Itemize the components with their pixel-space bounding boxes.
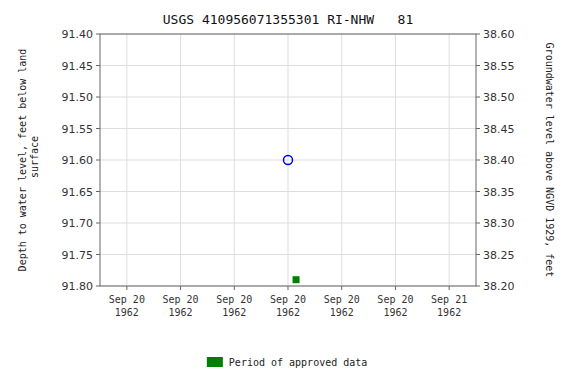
y-tick — [96, 97, 100, 98]
x-tick-label: Sep 20 1962 — [270, 294, 306, 318]
legend-label: Period of approved data — [229, 357, 367, 368]
page: {"chart_data": { "type": "scatter", "tit… — [0, 0, 576, 384]
y-tick — [96, 65, 100, 66]
x-tick-label-line: 1962 — [437, 307, 461, 318]
x-tick-label-line: Sep 20 — [270, 294, 306, 305]
x-tick-label: Sep 20 1962 — [377, 294, 413, 318]
x-tick-label: Sep 20 1962 — [216, 294, 252, 318]
y2-tick — [476, 34, 480, 35]
legend-swatch — [207, 357, 223, 367]
grid-line — [449, 34, 450, 286]
x-tick-label-line: Sep 21 — [431, 294, 467, 305]
y2-tick — [476, 286, 480, 287]
y-tick — [96, 160, 100, 161]
x-tick-label-line: 1962 — [330, 307, 354, 318]
point-square — [293, 276, 300, 283]
y-tick-label: 91.45 — [62, 60, 94, 73]
y-tick-label: 91.60 — [62, 154, 94, 167]
x-tick — [288, 286, 289, 290]
y2-tick-label: 38.30 — [483, 217, 515, 230]
y-tick — [96, 34, 100, 35]
y2-tick-label: 38.60 — [483, 28, 515, 41]
x-tick-label-line: 1962 — [276, 307, 300, 318]
plot-frame — [100, 34, 476, 286]
x-tick-label-line: 1962 — [383, 307, 407, 318]
x-tick-label: Sep 21 1962 — [431, 294, 467, 318]
x-tick-label: Sep 20 1962 — [109, 294, 145, 318]
x-tick-label-line: Sep 20 — [377, 294, 413, 305]
y2-tick — [476, 97, 480, 98]
y2-tick-label: 38.25 — [483, 249, 515, 262]
marks — [284, 156, 300, 284]
y2-tick-label: 38.40 — [483, 154, 515, 167]
x-tick-label: Sep 20 1962 — [324, 294, 360, 318]
y-tick — [96, 286, 100, 287]
y-tick — [96, 254, 100, 255]
y-tick-label: 91.75 — [62, 249, 94, 262]
y-axis-label: Depth to water level, feet below land su… — [17, 49, 40, 272]
x-tick — [449, 286, 450, 290]
y-tick-label: 91.80 — [62, 280, 94, 293]
y-tick-label: 91.40 — [62, 28, 94, 41]
title: USGS 410956071355301 RI-NHW 81 — [163, 12, 413, 27]
y2-tick — [476, 191, 480, 192]
grid-line — [288, 34, 289, 286]
y2-tick — [476, 254, 480, 255]
y-axis-label-line: surface — [29, 136, 40, 184]
x-tick — [180, 286, 181, 290]
grid-line — [341, 34, 342, 286]
grid — [100, 34, 476, 286]
x-tick — [341, 286, 342, 290]
point-circle — [284, 156, 293, 165]
y2-tick-label: 38.55 — [483, 60, 515, 73]
y2-tick-label: 38.20 — [483, 280, 515, 293]
grid-line — [395, 34, 396, 286]
y2-tick-label: 38.50 — [483, 91, 515, 104]
y2-tick-label: 38.35 — [483, 186, 515, 199]
x-tick — [126, 286, 127, 290]
y2-axis-label-line: Groundwater level above NGVD 1929, feet — [544, 43, 555, 278]
y2-tick-label: 38.45 — [483, 123, 515, 136]
y2-tick — [476, 223, 480, 224]
y2-tick — [476, 160, 480, 161]
grid-line — [180, 34, 181, 286]
x-tick-label-line: 1962 — [222, 307, 246, 318]
y-tick — [96, 191, 100, 192]
y-tick — [96, 128, 100, 129]
y-tick-label: 91.55 — [62, 123, 94, 136]
x-tick-label-line: 1962 — [115, 307, 139, 318]
grid-line — [234, 34, 235, 286]
axes: 91.40 91.45 91.50 91.55 91.60 91.65 91.70 91.75… — [62, 28, 515, 318]
y-axis-label-line: Depth to water level, feet below land — [17, 49, 28, 272]
y-tick-label: 91.50 — [62, 91, 94, 104]
y2-tick — [476, 128, 480, 129]
y2-axis-label: Groundwater level above NGVD 1929, feet — [544, 43, 555, 278]
legend: Period of approved data — [207, 357, 367, 368]
x-tick-label-line: Sep 20 — [216, 294, 252, 305]
chart: 91.40 91.45 91.50 91.55 91.60 91.65 91.70 91.75… — [0, 0, 576, 384]
y-tick-label: 91.70 — [62, 217, 94, 230]
y-tick — [96, 223, 100, 224]
y-tick-label: 91.65 — [62, 186, 94, 199]
x-tick-label: Sep 20 1962 — [163, 294, 199, 318]
x-tick-label-line: 1962 — [169, 307, 193, 318]
x-tick-label-line: Sep 20 — [163, 294, 199, 305]
x-tick-label-line: Sep 20 — [109, 294, 145, 305]
x-tick-label-line: Sep 20 — [324, 294, 360, 305]
y2-tick — [476, 65, 480, 66]
grid-line — [126, 34, 127, 286]
x-tick — [395, 286, 396, 290]
x-tick — [234, 286, 235, 290]
